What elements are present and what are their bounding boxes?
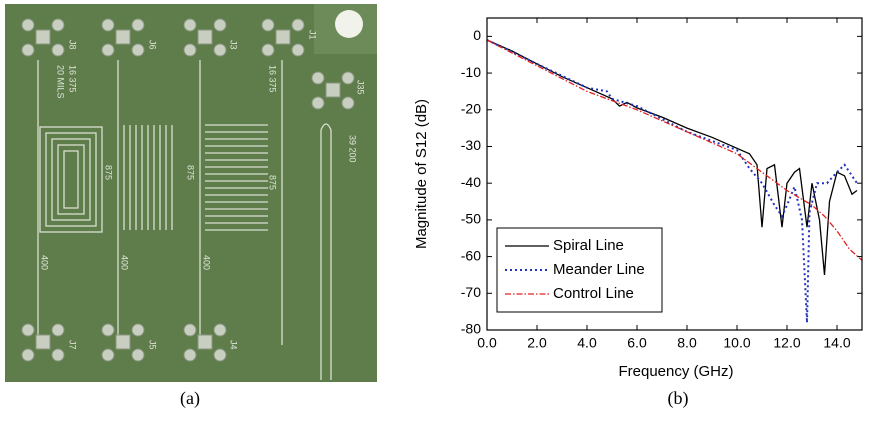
series-line bbox=[486, 39, 858, 323]
x-tick-label: 12.0 bbox=[773, 335, 800, 351]
board-label: 875 bbox=[268, 175, 278, 190]
pads bbox=[21, 18, 355, 362]
board-label: 39 200 bbox=[348, 135, 358, 163]
board-label: J6 bbox=[148, 40, 158, 50]
y-tick-label: -60 bbox=[461, 247, 481, 263]
board-label: 400 bbox=[120, 255, 130, 270]
mount-hole bbox=[335, 10, 363, 38]
x-tick-label: 0.0 bbox=[477, 335, 497, 351]
y-tick-label: -80 bbox=[461, 321, 481, 337]
x-tick-label: 14.0 bbox=[823, 335, 850, 351]
x-tick-label: 8.0 bbox=[677, 335, 697, 351]
x-tick-label: 2.0 bbox=[527, 335, 547, 351]
legend-label: Spiral Line bbox=[553, 237, 624, 254]
y-tick-label: -70 bbox=[461, 284, 481, 300]
y-tick-label: -20 bbox=[461, 100, 481, 116]
board-label: 875 bbox=[186, 165, 196, 180]
board-label: J5 bbox=[148, 340, 158, 350]
legend-label: Meander Line bbox=[553, 261, 645, 278]
board-label: 400 bbox=[202, 255, 212, 270]
plot: 0 -10 -20 -30 -40 -50 -60 -70 -800.0 2.0 4.0 6.0 8.0… bbox=[461, 17, 863, 351]
x-tick-label: 10.0 bbox=[723, 335, 750, 351]
board-label: J4 bbox=[229, 340, 239, 350]
legend-label: Control Line bbox=[553, 285, 634, 302]
x-tick-label: 6.0 bbox=[627, 335, 647, 351]
board-text: J8 J6 J3 J1 J35 20 MILS 16 375 16 375 39… bbox=[40, 30, 366, 350]
x-tick-label: 4.0 bbox=[577, 335, 597, 351]
y-axis-label: Magnitude of S12 (dB) bbox=[413, 99, 430, 249]
board-label: J8 bbox=[68, 40, 78, 50]
traces bbox=[37, 60, 332, 380]
board-label: 400 bbox=[40, 255, 50, 270]
y-tick-label: -50 bbox=[461, 211, 481, 227]
legend-box bbox=[496, 227, 663, 313]
board-label: J1 bbox=[308, 30, 318, 40]
plot-frame bbox=[486, 17, 863, 331]
pcb-photo: J8 J6 J3 J1 J35 20 MILS 16 375 16 375 39… bbox=[5, 4, 377, 382]
y-tick-label: 0 bbox=[473, 27, 481, 43]
board-label: J7 bbox=[68, 340, 78, 350]
y-tick-label: -40 bbox=[461, 174, 481, 190]
panel-label: (a) bbox=[180, 388, 200, 409]
y-tick-label: -10 bbox=[461, 64, 481, 80]
board bbox=[5, 4, 377, 382]
y-tick-label: -30 bbox=[461, 137, 481, 153]
board-label: 875 bbox=[104, 165, 114, 180]
x-axis-label: Frequency (GHz) bbox=[618, 363, 733, 380]
series-line bbox=[486, 39, 863, 261]
board-label: 16 375 bbox=[268, 65, 278, 93]
board-label: 16 375 bbox=[68, 65, 78, 93]
board-label: J35 bbox=[356, 80, 366, 95]
panel-label: (b) bbox=[668, 388, 689, 409]
board-label: 20 MILS bbox=[56, 65, 66, 99]
board-label: J3 bbox=[229, 40, 239, 50]
